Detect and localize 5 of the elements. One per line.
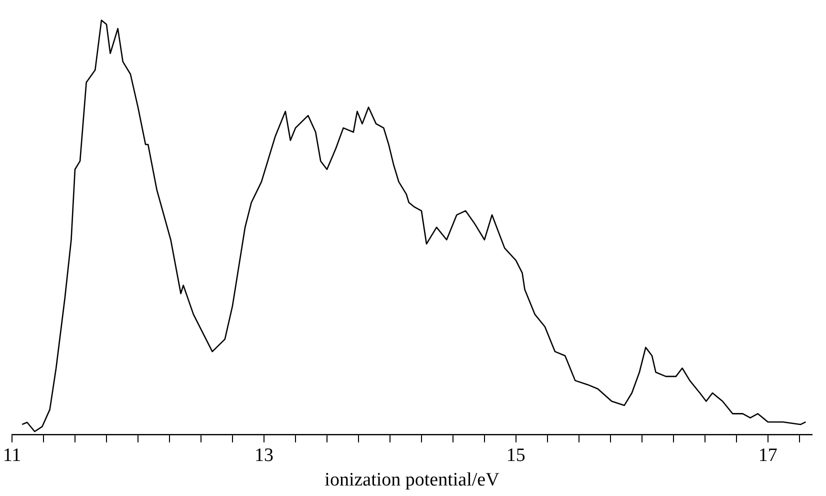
x-axis-title: ionization potential/eV xyxy=(324,470,500,491)
x-tick-label: 11 xyxy=(2,444,22,466)
x-tick-label: 13 xyxy=(254,444,274,466)
x-tick-label: 17 xyxy=(758,444,778,466)
x-tick-label: 15 xyxy=(506,444,526,466)
